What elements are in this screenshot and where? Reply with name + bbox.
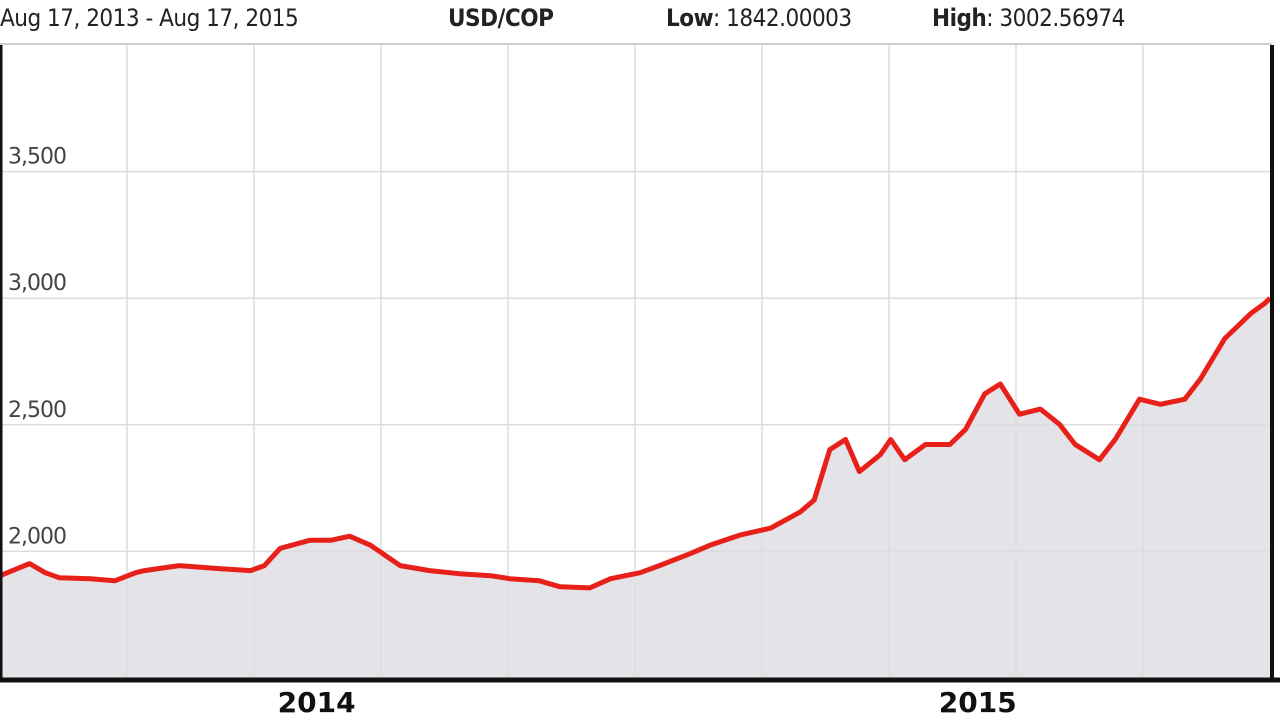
- high-value: : 3002.56974: [986, 4, 1125, 32]
- x-tick-label: 2015: [939, 686, 1017, 719]
- x-tick-label: 2014: [278, 686, 356, 719]
- price-line: [0, 296, 1272, 591]
- date-range: Aug 17, 2013 - Aug 17, 2015: [0, 4, 299, 32]
- y-tick-label: 3,500: [8, 145, 66, 170]
- area-fill: [0, 298, 1270, 678]
- currency-pair: USD/COP: [448, 4, 554, 32]
- y-tick-label: 2,000: [8, 524, 66, 549]
- y-tick-label: 3,000: [8, 271, 66, 296]
- high-stat: High: 3002.56974: [932, 4, 1125, 32]
- low-stat: Low: 1842.00003: [666, 4, 852, 32]
- y-tick-label: 2,500: [8, 398, 66, 423]
- low-label: Low: [666, 4, 714, 32]
- high-label: High: [932, 4, 987, 32]
- low-value: : 1842.00003: [713, 4, 852, 32]
